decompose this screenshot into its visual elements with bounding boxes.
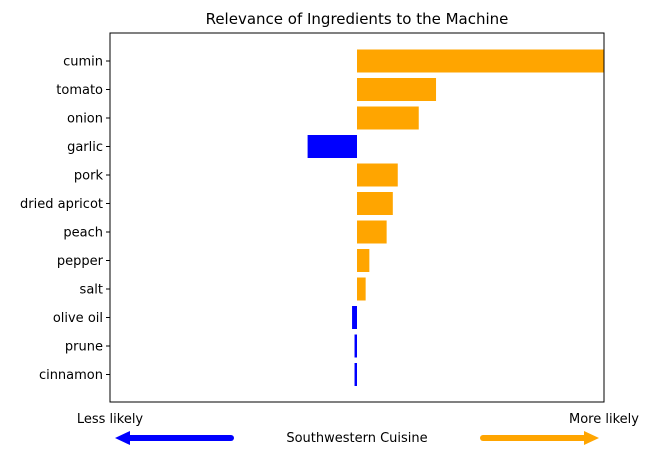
bar-pepper: [357, 249, 370, 272]
x-label-right: More likely: [569, 412, 639, 427]
bar-pork: [357, 163, 398, 187]
y-tick-label: dried apricot: [20, 197, 103, 212]
y-tick-label: peach: [63, 226, 103, 241]
bar-cinnamon: [354, 363, 357, 386]
bar-garlic: [307, 135, 357, 158]
y-tick-label: pepper: [57, 254, 104, 269]
bar-olive-oil: [352, 306, 357, 329]
y-tick-label: cinnamon: [39, 368, 103, 383]
y-tick-label: onion: [67, 112, 103, 127]
bar-salt: [357, 277, 366, 301]
right-arrow: [480, 431, 599, 445]
bar-onion: [357, 106, 419, 130]
bar-dried-apricot: [357, 192, 393, 215]
y-tick-label: olive oil: [53, 311, 103, 326]
bars-group: [307, 49, 604, 386]
y-tick-label: pork: [74, 169, 104, 184]
y-tick-label: tomato: [56, 83, 103, 98]
y-tick-label: garlic: [67, 140, 103, 155]
chart-title: Relevance of Ingredients to the Machine: [206, 10, 509, 28]
x-label-left: Less likely: [77, 412, 144, 427]
left-arrow: [115, 431, 234, 445]
bar-peach: [357, 220, 387, 244]
x-axis-label: Southwestern Cuisine: [286, 431, 427, 446]
plot-frame: [109, 32, 605, 403]
y-tick-label: cumin: [63, 55, 103, 70]
y-ticks-group: cumin tomato onion garlic pork dried apricot p…: [20, 55, 110, 383]
bar-cumin: [357, 49, 604, 73]
y-tick-label: prune: [65, 340, 103, 355]
bar-prune: [354, 334, 357, 358]
bar-tomato: [357, 78, 437, 101]
y-tick-label: salt: [80, 283, 103, 298]
